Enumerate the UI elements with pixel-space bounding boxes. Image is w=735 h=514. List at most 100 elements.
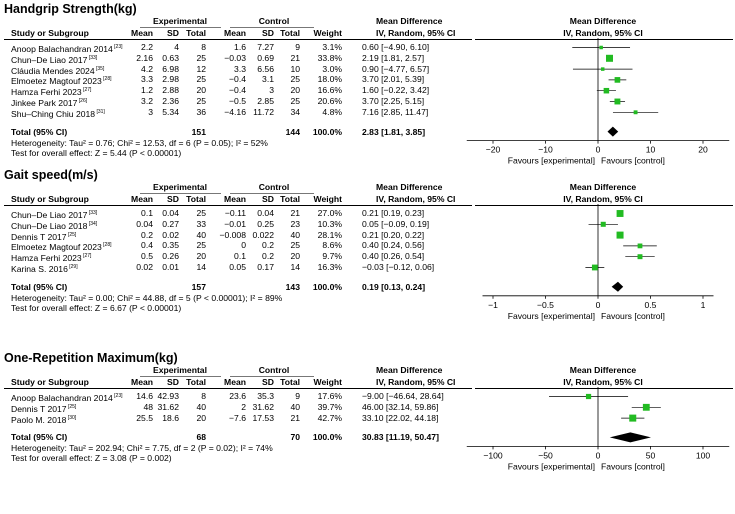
ctrl-total: 40 (290, 401, 300, 412)
ctrl-mean: 0.05 (229, 262, 246, 272)
x-tick-label: 0 (596, 450, 601, 460)
table-header-rule (4, 205, 472, 206)
exp-mean-header: Mean (131, 377, 153, 387)
ctrl-sd-header: SD (262, 377, 274, 387)
ctrl-mean-header: Mean (224, 377, 246, 387)
plot-header-rule (475, 39, 733, 40)
x-tick-label: 0 (596, 145, 601, 155)
study-name: Hamza Ferhi 2023 [27] (11, 253, 92, 264)
effect-header-line2: IV, Random, 95% CI (376, 28, 456, 38)
x-tick-label: 100 (696, 450, 711, 460)
ctrl-total-header: Total (280, 28, 300, 38)
ctrl-total: 9 (295, 391, 300, 401)
exp-sd: 0.02 (162, 229, 179, 240)
study-reference: [28] (101, 76, 112, 83)
control-group-header: Control (258, 16, 290, 26)
exp-total: 33 (196, 218, 206, 229)
study-name: Elmoetez Magtouf 2023 [28] (11, 242, 112, 253)
ctrl-mean: 23.6 (229, 391, 246, 401)
ctrl-total: 25 (290, 74, 300, 85)
pooled-effect-diamond (611, 281, 624, 292)
study-reference: [25] (66, 403, 77, 410)
exp-mean-header: Mean (131, 28, 153, 38)
study-name: Karina S. 2016 [29] (11, 263, 78, 274)
study-effect-square (616, 231, 624, 239)
exp-sd: 0.26 (162, 251, 179, 262)
control-header-rule (230, 27, 314, 28)
study-effect-ci: 3.70 [2.25, 5.15] (362, 96, 425, 106)
study-reference: [25] (66, 231, 77, 238)
weight-header: Weight (313, 377, 342, 387)
study-weight: 27.0% (317, 208, 342, 218)
total-effect-ci: 2.83 [1.81, 3.85] (362, 126, 426, 137)
study-reference: [31] (95, 108, 105, 115)
ctrl-total-header: Total (280, 377, 300, 387)
study-weight: 20.6% (317, 96, 342, 106)
study-name: Chun–De Liao 2017 [33] (11, 209, 98, 220)
exp-sd: 2.36 (162, 96, 179, 106)
x-tick-label: 0 (596, 300, 601, 310)
ctrl-total: 25 (290, 96, 300, 106)
overall-effect-text: Test for overall effect: Z = 3.08 (P = 0… (11, 453, 172, 464)
study-weight: 39.7% (317, 401, 342, 412)
favours-control-label: Favours [control] (601, 461, 665, 471)
plot-header-line1: Mean Difference (569, 16, 637, 26)
exp-sd: 6.98 (162, 63, 179, 74)
study-weight: 33.8% (317, 52, 342, 63)
x-tick-label: −20 (486, 145, 501, 155)
pooled-effect-diamond (609, 432, 651, 443)
exp-mean: 14.6 (136, 391, 153, 401)
study-name: Hamza Ferhi 2023 [27] (11, 87, 92, 98)
forest-plot-area: −1 −0.5 0 0.5 1 Favours [experimental] Favours… (482, 204, 714, 321)
ctrl-total: 21 (290, 208, 300, 218)
panel-title: One-Repetition Maximum(kg) (4, 351, 178, 365)
exp-sd: 2.88 (162, 85, 179, 96)
exp-total: 40 (196, 229, 206, 240)
ctrl-total: 14 (290, 262, 300, 272)
study-effect-ci: 0.21 [0.20, 0.22] (362, 229, 425, 240)
study-effect-ci: −0.03 [−0.12, 0.06] (362, 262, 435, 272)
ctrl-mean: −0.11 (224, 208, 246, 218)
study-reference: [30] (66, 414, 77, 421)
study-effect-ci: 7.16 [2.85, 11.47] (362, 106, 429, 117)
ctrl-mean: 3.3 (234, 63, 246, 74)
study-effect-ci: 0.40 [0.26, 0.54] (362, 251, 425, 262)
exp-mean: 1.2 (141, 85, 153, 96)
x-tick-label: 1 (701, 300, 706, 310)
ctrl-total: 23 (290, 218, 300, 229)
experimental-header-rule (140, 27, 221, 28)
study-name: Dennis T 2017 [25] (11, 231, 77, 242)
study-reference: [28] (101, 242, 112, 249)
x-tick-label: 50 (646, 450, 656, 460)
ctrl-mean: −4.16 (224, 106, 246, 117)
exp-total: 25 (196, 240, 206, 251)
study-effect-square (633, 110, 638, 115)
ctrl-mean: 1.6 (234, 42, 246, 52)
effect-header-line1: Mean Difference (376, 182, 443, 192)
study-effect-square (600, 67, 605, 71)
study-reference: [23] (112, 44, 123, 50)
study-weight: 4.8% (322, 106, 342, 117)
study-reference: [35] (94, 65, 105, 72)
plot-header-line1: Mean Difference (569, 182, 637, 192)
study-effect-ci: 1.60 [−0.22, 3.42] (362, 85, 430, 96)
effect-header-line1: Mean Difference (376, 16, 443, 26)
exp-total: 40 (196, 401, 206, 412)
exp-sd: 18.6 (162, 412, 179, 423)
total-ctrl-n: 143 (285, 281, 300, 292)
study-reference: [27] (81, 87, 92, 94)
ctrl-mean: 0 (241, 240, 246, 251)
exp-total: 14 (196, 262, 206, 272)
ctrl-sd: 2.85 (257, 96, 274, 106)
ctrl-mean: −0.03 (224, 52, 246, 63)
ctrl-mean: 0.1 (234, 251, 246, 262)
ctrl-sd: 0.17 (257, 262, 274, 272)
study-effect-ci: −9.00 [−46.64, 28.64] (362, 391, 444, 401)
study-reference: [29] (67, 264, 78, 270)
exp-mean: 4.2 (141, 63, 153, 74)
study-name: Shu–Ching Chiu 2018 [31] (11, 108, 105, 119)
study-reference: [27] (81, 253, 92, 260)
x-tick-label: −50 (538, 450, 553, 460)
study-effect-square (591, 264, 598, 271)
ctrl-total: 40 (290, 229, 300, 240)
